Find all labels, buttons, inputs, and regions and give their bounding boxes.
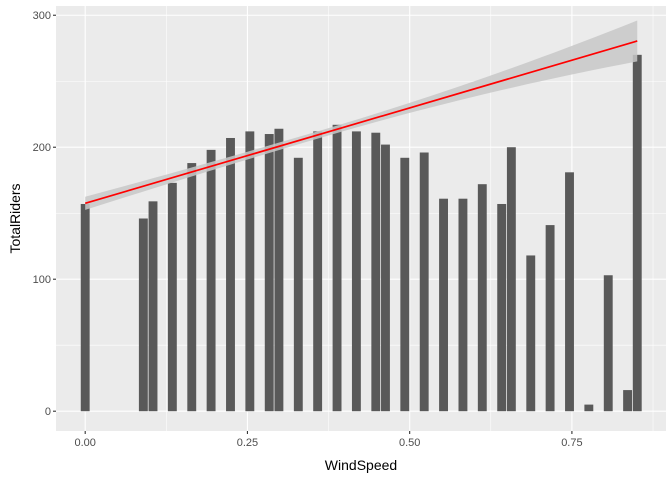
bar (545, 225, 555, 412)
trend-line (84, 40, 638, 205)
bar (206, 149, 216, 412)
bar (351, 131, 361, 412)
y-axis-ticks: 0 100 200 300 (33, 10, 56, 418)
bar (497, 203, 507, 412)
bar (400, 157, 410, 412)
bar (148, 201, 158, 412)
bar (506, 147, 516, 412)
bar (138, 218, 148, 412)
y-tick-label: 0 (45, 406, 51, 418)
y-axis-title: TotalRiders (7, 183, 23, 253)
trend-line-group (84, 20, 638, 210)
bar (603, 275, 613, 412)
bar (293, 157, 303, 412)
bar (623, 390, 633, 412)
bar (371, 132, 381, 412)
bar (187, 163, 197, 412)
x-tick-label: 0.00 (74, 437, 95, 449)
bar (458, 198, 468, 412)
bar (245, 131, 255, 412)
bar (381, 144, 390, 412)
x-tick-label: 0.25 (237, 437, 258, 449)
x-tick-label: 0.50 (399, 437, 420, 449)
bar (264, 134, 274, 412)
bars (80, 54, 642, 412)
plot-panel (56, 6, 666, 431)
bar (332, 124, 342, 412)
bar (274, 128, 284, 412)
y-tick-label: 300 (33, 10, 51, 22)
bar (584, 404, 594, 412)
bar (313, 131, 323, 412)
y-tick-label: 200 (33, 142, 51, 154)
bar (526, 255, 536, 412)
bar (80, 203, 90, 412)
bar (565, 172, 574, 412)
y-tick-label: 100 (33, 274, 51, 286)
bar (226, 137, 235, 412)
x-tick-label: 0.75 (561, 437, 582, 449)
x-axis-title: WindSpeed (325, 457, 397, 473)
bar (632, 54, 642, 412)
x-axis-ticks: 0.00 0.25 0.50 0.75 (74, 431, 583, 449)
bar (419, 152, 429, 412)
bar (439, 198, 448, 412)
bar (167, 182, 177, 412)
bar (477, 184, 487, 412)
